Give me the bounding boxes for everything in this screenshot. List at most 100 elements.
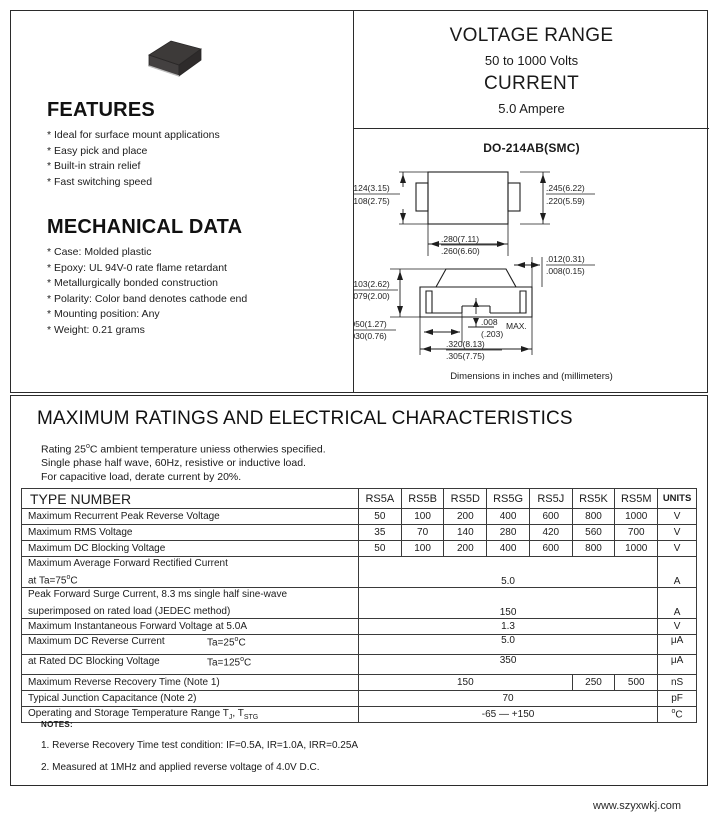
list-item: * Mounting position: Any [47,308,160,320]
table-row: Maximum DC Reverse Current Ta=25oC 5.0 μ… [21,634,697,655]
row-label: at Rated DC Blocking Voltage Ta=125oC [21,654,359,675]
dim-body-len-max: .280(7.11) [441,234,479,244]
cell-value: 50 [357,508,402,525]
row-label: Maximum Reverse Recovery Time (Note 1) [21,674,359,691]
dim-height-min: .108(2.75) [354,196,390,206]
cell-value: 35 [357,524,402,541]
list-item: * Built-in strain relief [47,160,141,172]
mechanical-data-block: MECHANICAL DATA * Case: Molded plastic *… [47,216,247,338]
table-row: Peak Forward Surge Current, 8.3 ms singl… [21,587,697,619]
cell-value: 1000 [614,508,659,525]
package-dimension-diagram: .124(3.15) .108(2.75) .245(6.22) .220(5.… [348,171,595,361]
list-item: * Easy pick and place [47,144,148,157]
dim-foot-min: .030(0.76) [354,331,387,341]
row-label-line2: at Ta=75oC [28,573,78,586]
dim-body-len-min: .260(6.60) [441,246,480,256]
row-label: Maximum DC Reverse Current Ta=25oC [21,634,359,655]
row-label: Maximum Recurrent Peak Reverse Voltage [21,508,359,525]
dim-height-max: .124(3.15) [354,183,390,193]
cell-value: 150 [357,587,659,619]
cell-unit: oC [657,706,697,723]
cell-value: 200 [443,508,488,525]
list-item: * Polarity: Color band denotes cathode e… [47,292,248,305]
cell-value: 350 [357,654,659,675]
site-watermark: www.szyxwkj.com [593,800,682,812]
table-row: Operating and Storage Temperature Range … [21,706,697,723]
header-rs5g: RS5G [486,488,530,509]
features-list: * Ideal for surface mount applications *… [47,128,220,190]
top-section: FEATURES * Ideal for surface mount appli… [10,10,709,393]
cell-value: 600 [528,508,573,525]
current-value: 5.0 Ampere [498,101,565,116]
cell-value: 200 [443,540,488,557]
package-photo-icon [148,40,202,77]
row-label: Maximum Average Forward Rectified Curren… [21,556,359,588]
header-rs5j: RS5J [528,488,573,509]
cell-unit: A [657,556,697,588]
list-item: * Epoxy: UL 94V-0 rate flame retardant [47,261,227,274]
cell-unit: μA [657,634,697,655]
notes-heading: NOTES: [41,720,74,729]
cell-value: 700 [614,524,659,541]
cell-value: 400 [486,540,530,557]
list-item: * Fast switching speed [47,175,153,188]
row-condition: Ta=25oC [207,636,246,649]
table-row: Typical Junction Capacitance (Note 2) 70… [21,690,697,707]
header-rs5d: RS5D [443,488,488,509]
voltage-range-title: VOLTAGE RANGE [449,25,614,46]
dim-total-len-max: .320(8.13) [446,339,485,349]
table-row: Maximum Recurrent Peak Reverse Voltage 5… [21,508,697,525]
cell-unit: pF [657,690,697,707]
voltage-range-value: 50 to 1000 Volts [484,53,579,68]
package-outline-drawing: .124(3.15) .108(2.75) .245(6.22) .220(5.… [348,157,709,372]
row-label: Peak Forward Surge Current, 8.3 ms singl… [21,587,359,619]
cell-value: 400 [486,508,530,525]
ratings-section: MAXIMUM RATINGS AND ELECTRICAL CHARACTER… [10,395,708,786]
condition-line: For capacitive load, derate current by 2… [41,470,242,483]
datasheet-page: FEATURES * Ideal for surface mount appli… [10,10,709,786]
table-row: Maximum Instantaneous Forward Voltage at… [21,618,697,635]
table-header-row: TYPE NUMBER RS5A RS5B RS5D RS5G RS5J RS5… [21,488,697,509]
cell-value: 500 [614,674,659,691]
dim-standoff-label: MAX. [506,321,527,331]
cell-unit: V [657,524,697,541]
features-column: FEATURES * Ideal for surface mount appli… [11,11,354,392]
features-heading: FEATURES [47,99,155,121]
note-item: 2. Measured at 1MHz and applied reverse … [41,762,320,773]
current-title: CURRENT [484,73,579,94]
package-name: DO-214AB(SMC) [483,141,580,155]
dim-total-len-min: .305(7.75) [446,351,485,361]
cell-value: 1000 [614,540,659,557]
note-item: 1. Reverse Recovery Time test condition:… [41,740,359,751]
header-rs5a: RS5A [357,488,402,509]
page-title: MAXIMUM RATINGS AND ELECTRICAL CHARACTER… [37,408,573,429]
cell-value: 140 [443,524,488,541]
cell-value: 420 [528,524,573,541]
row-label: Typical Junction Capacitance (Note 2) [21,690,359,707]
cell-value: 1.3 [357,618,659,635]
list-item: * Metallurgically bonded construction [47,277,219,289]
cell-value: 5.0 [357,556,659,588]
specifications-table: TYPE NUMBER RS5A RS5B RS5D RS5G RS5J RS5… [21,488,697,723]
row-label-text: at Rated DC Blocking Voltage [28,656,160,667]
cell-value: 800 [571,508,616,525]
dim-standoff-mm: (.203) [481,329,503,339]
cell-unit: V [657,540,697,557]
dim-side-h-min: .079(2.00) [354,291,390,301]
cell-value: 150 [357,674,573,691]
features-block: FEATURES * Ideal for surface mount appli… [47,99,220,190]
list-item: * Case: Molded plastic [47,246,152,258]
rating-conditions: Rating 25oC ambient temperature uniess o… [41,440,326,484]
cell-unit: V [657,508,697,525]
notes-block: NOTES: 1. Reverse Recovery Time test con… [41,720,358,773]
cell-value: 70 [357,690,659,707]
table-row: Maximum RMS Voltage 35 70 140 280 420 56… [21,524,697,541]
cell-value: 250 [571,674,616,691]
cell-unit: A [657,587,697,619]
row-label-line2: superimposed on rated load (JEDEC method… [28,606,231,617]
table-row: at Rated DC Blocking Voltage Ta=125oC 35… [21,654,697,675]
row-label: Operating and Storage Temperature Range … [21,706,359,723]
cell-value: 280 [486,524,530,541]
cell-unit: V [657,618,697,635]
dim-width-max: .245(6.22) [546,183,585,193]
